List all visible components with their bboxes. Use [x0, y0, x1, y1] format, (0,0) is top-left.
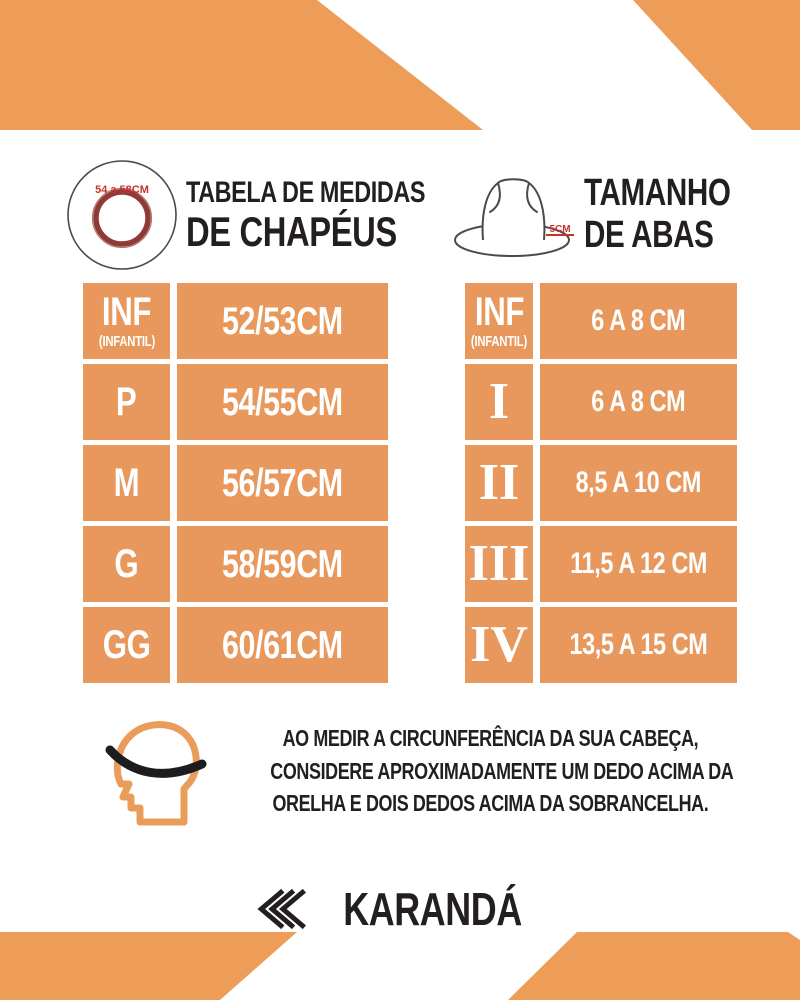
left-title-line2: DE CHAPÉUS — [186, 207, 397, 255]
hat-top-view-icon: 54 a 58CM — [67, 160, 177, 270]
head-size-table: INF (INFANTIL) 52/53CM P 54/55CM M 56/57… — [83, 283, 388, 683]
brim-label-cell: I — [465, 364, 533, 440]
brim-sizes-header: 5CM TAMANHO DE ABAS — [450, 166, 772, 262]
fedora-hat-icon: 5CM — [454, 178, 574, 257]
brim-label-cell: III — [465, 526, 533, 602]
left-title: TABELA DE MEDIDAS DE CHAPÉUS — [186, 175, 493, 255]
size-value-cell: 56/57CM — [177, 445, 388, 521]
size-label-cell: G — [83, 526, 170, 602]
brim-value-cell: 6 A 8 CM — [540, 364, 737, 440]
note-line1: AO MEDIR A CIRCUNFERÊNCIA DA SUA CABEÇA, — [282, 725, 698, 751]
right-title: TAMANHO DE ABAS — [584, 174, 772, 254]
brand-footer: KARANDÁ — [0, 884, 800, 934]
size-value-cell: 52/53CM — [177, 283, 388, 359]
brim-size-table: INF (INFANTIL) 6 A 8 CM I 6 A 8 CM II 8,… — [465, 283, 737, 683]
left-title-line1: TABELA DE MEDIDAS — [186, 175, 426, 209]
size-label-cell: P — [83, 364, 170, 440]
note-line3: ORELHA E DOIS DEDOS ACIMA DA SOBRANCELHA… — [272, 790, 708, 816]
size-value-cell: 54/55CM — [177, 364, 388, 440]
brim-value-cell: 13,5 A 15 CM — [540, 607, 737, 683]
hat-measures-header: 54 a 58CM TABELA DE MEDIDAS DE CHAPÉUS — [64, 157, 493, 273]
brim-value-cell: 8,5 A 10 CM — [540, 445, 737, 521]
size-value-cell: 58/59CM — [177, 526, 388, 602]
right-title-line1: TAMANHO — [584, 172, 731, 214]
brim-measure-label: 5CM — [549, 224, 570, 235]
brim-label-cell: INF (INFANTIL) — [465, 283, 533, 359]
karanda-chevron-logo-icon — [257, 888, 306, 930]
right-title-line2: DE ABAS — [584, 214, 714, 256]
size-label-cell: M — [83, 445, 170, 521]
crown-measure-label: 54 a 58CM — [95, 184, 149, 196]
note-line2: CONSIDERE APROXIMADAMENTE UM DEDO ACIMA … — [270, 757, 734, 784]
brim-value-cell: 6 A 8 CM — [540, 283, 737, 359]
size-label-cell: GG — [83, 607, 170, 683]
brim-label-cell: II — [465, 445, 533, 521]
brand-name: KARANDÁ — [343, 883, 522, 935]
brim-label-cell: IV — [465, 607, 533, 683]
measuring-instructions: AO MEDIR A CIRCUNFERÊNCIA DA SUA CABEÇA,… — [205, 722, 775, 820]
brim-value-cell: 11,5 A 12 CM — [540, 526, 737, 602]
size-value-cell: 60/61CM — [177, 607, 388, 683]
size-label-cell: INF (INFANTIL) — [83, 283, 170, 359]
head-measure-icon — [100, 712, 214, 835]
